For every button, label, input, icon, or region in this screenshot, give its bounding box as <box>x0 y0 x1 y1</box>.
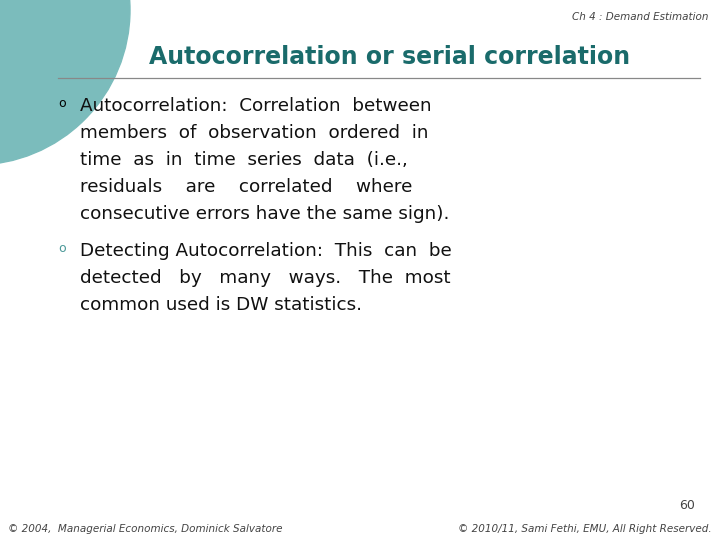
Circle shape <box>0 0 120 150</box>
Text: Detecting Autocorrelation:  This  can  be: Detecting Autocorrelation: This can be <box>80 242 451 260</box>
Text: common used is DW statistics.: common used is DW statistics. <box>80 296 362 314</box>
Text: Ch 4 : Demand Estimation: Ch 4 : Demand Estimation <box>572 12 708 22</box>
Circle shape <box>0 0 130 165</box>
Text: © 2004,  Managerial Economics, Dominick Salvatore: © 2004, Managerial Economics, Dominick S… <box>8 524 282 534</box>
Text: © 2010/11, Sami Fethi, EMU, All Right Reserved.: © 2010/11, Sami Fethi, EMU, All Right Re… <box>459 524 712 534</box>
Text: consecutive errors have the same sign).: consecutive errors have the same sign). <box>80 205 449 223</box>
Text: residuals    are    correlated    where: residuals are correlated where <box>80 178 413 196</box>
Text: o: o <box>58 242 66 255</box>
Text: detected   by   many   ways.   The  most: detected by many ways. The most <box>80 269 451 287</box>
Text: o: o <box>58 97 66 110</box>
Text: members  of  observation  ordered  in: members of observation ordered in <box>80 124 428 142</box>
Text: Autocorrelation or serial correlation: Autocorrelation or serial correlation <box>150 45 631 69</box>
Text: Autocorrelation:  Correlation  between: Autocorrelation: Correlation between <box>80 97 431 115</box>
Text: 60: 60 <box>679 499 695 512</box>
Text: time  as  in  time  series  data  (i.e.,: time as in time series data (i.e., <box>80 151 408 169</box>
